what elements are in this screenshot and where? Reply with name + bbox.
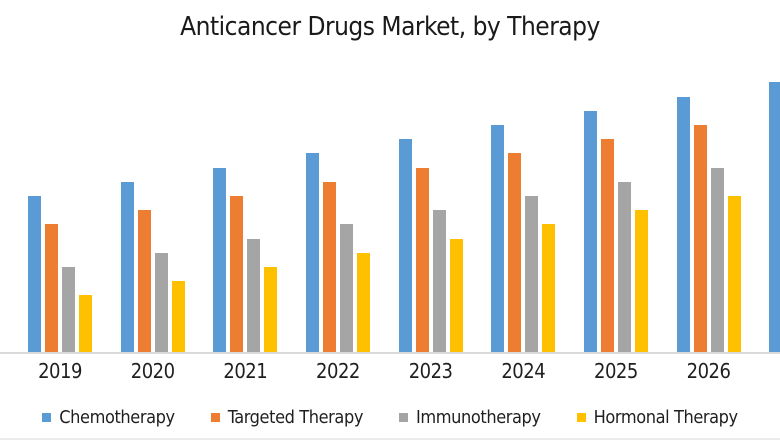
x-axis-label: 2021 xyxy=(223,359,268,383)
x-axis-line xyxy=(0,352,780,354)
bar-immunotherapy-2026 xyxy=(710,167,724,352)
bar-immunotherapy-2022 xyxy=(339,224,353,352)
chart-title: Anticancer Drugs Market, by Therapy xyxy=(180,12,600,42)
legend-color-swatch xyxy=(210,412,220,422)
bar-immunotherapy-2020 xyxy=(154,252,168,352)
x-axis-label: 2020 xyxy=(130,359,175,383)
x-axis-label: 2024 xyxy=(501,359,546,383)
legend-item-hormonal-therapy: Hormonal Therapy xyxy=(576,406,739,428)
x-axis-label: 2022 xyxy=(316,359,360,383)
legend-label: Chemotherapy xyxy=(59,406,175,428)
plot-area xyxy=(0,54,780,352)
legend-label: Targeted Therapy xyxy=(227,406,364,428)
bar-chemotherapy-clipped xyxy=(769,82,780,352)
legend-color-swatch xyxy=(576,412,586,422)
bar-chemotherapy-2024 xyxy=(491,125,505,352)
bar-immunotherapy-2023 xyxy=(432,210,446,352)
bar-targeted-therapy-2024 xyxy=(508,153,522,352)
bar-targeted-therapy-2020 xyxy=(137,210,151,352)
bar-targeted-therapy-2021 xyxy=(230,195,244,352)
legend-color-swatch xyxy=(42,412,52,422)
bar-immunotherapy-2025 xyxy=(617,181,631,352)
bar-hormonal-therapy-2023 xyxy=(449,238,463,352)
bar-immunotherapy-2024 xyxy=(525,195,539,352)
bar-targeted-therapy-2026 xyxy=(693,125,707,352)
bar-immunotherapy-2019 xyxy=(62,266,75,352)
bar-hormonal-therapy-2025 xyxy=(634,210,648,352)
x-axis-label: 2019 xyxy=(38,359,82,383)
bar-chemotherapy-2023 xyxy=(398,139,412,352)
x-axis-label: 2026 xyxy=(686,359,731,383)
legend-item-targeted-therapy: Targeted Therapy xyxy=(210,406,364,428)
bar-targeted-therapy-2023 xyxy=(415,167,429,352)
bar-targeted-therapy-2019 xyxy=(45,224,58,352)
legend: Chemotherapy Targeted Therapy Immunotherap… xyxy=(0,405,780,429)
bar-chemotherapy-2026 xyxy=(676,96,690,352)
bar-hormonal-therapy-2021 xyxy=(264,266,278,352)
legend-label: Immunotherapy xyxy=(416,406,541,428)
bar-chemotherapy-2020 xyxy=(120,181,134,352)
bar-immunotherapy-2021 xyxy=(247,238,261,352)
legend-item-chemotherapy: Chemotherapy xyxy=(42,406,175,428)
bar-chemotherapy-2021 xyxy=(213,167,227,352)
bottom-edge-line xyxy=(0,438,780,440)
bar-targeted-therapy-2025 xyxy=(600,139,614,352)
bar-hormonal-therapy-2024 xyxy=(542,224,556,352)
bar-hormonal-therapy-2020 xyxy=(171,281,185,352)
bar-chemotherapy-2025 xyxy=(583,110,597,352)
bar-hormonal-therapy-2022 xyxy=(356,252,370,352)
legend-item-immunotherapy: Immunotherapy xyxy=(399,407,541,428)
bar-hormonal-therapy-2019 xyxy=(79,295,92,352)
bar-chemotherapy-2019 xyxy=(28,195,41,352)
legend-label: Hormonal Therapy xyxy=(593,406,739,428)
legend-color-swatch xyxy=(399,412,409,422)
bar-chemotherapy-2022 xyxy=(305,153,319,352)
bar-hormonal-therapy-2026 xyxy=(727,195,741,352)
bar-targeted-therapy-2022 xyxy=(322,181,336,352)
x-axis-label: 2023 xyxy=(408,359,453,383)
x-axis-label: 2025 xyxy=(594,359,638,383)
